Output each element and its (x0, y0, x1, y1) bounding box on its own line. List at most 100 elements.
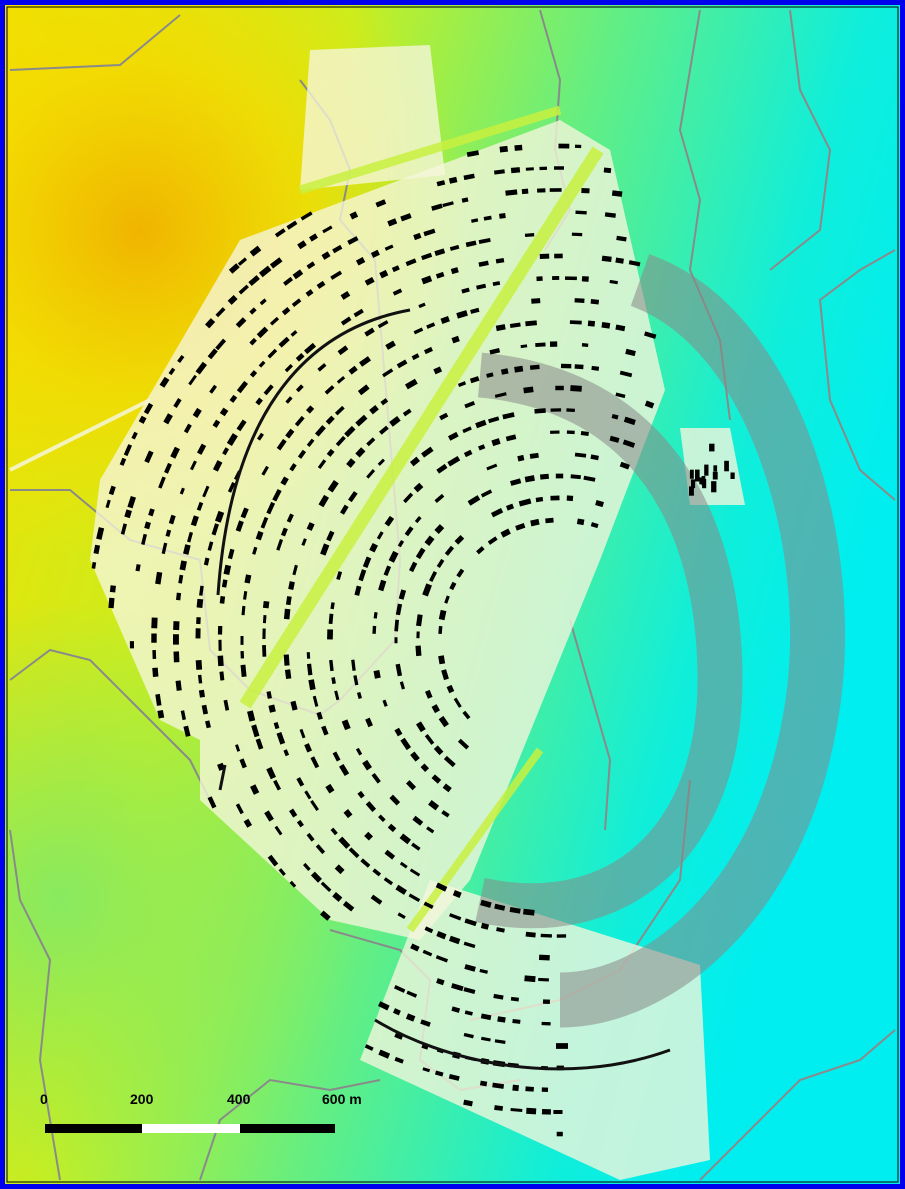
frame-inner (6, 6, 899, 1183)
building (290, 700, 298, 711)
building (405, 258, 417, 267)
building (366, 437, 376, 447)
building (255, 397, 263, 406)
building (495, 258, 505, 264)
building (431, 704, 440, 714)
building (529, 452, 539, 459)
building (451, 335, 460, 344)
building (267, 348, 278, 359)
building (221, 579, 228, 588)
building (297, 449, 307, 459)
building (415, 547, 426, 560)
building (196, 443, 207, 455)
building (353, 675, 359, 686)
building (526, 1107, 537, 1115)
building (179, 487, 185, 495)
building (351, 659, 356, 671)
building (263, 384, 274, 396)
building (183, 544, 191, 555)
building (540, 933, 552, 938)
building (462, 426, 472, 434)
building (520, 344, 528, 349)
building (595, 500, 604, 508)
area (360, 880, 710, 1180)
building (413, 232, 422, 241)
building (581, 343, 589, 348)
building (451, 983, 464, 992)
building (539, 473, 550, 480)
building (435, 882, 448, 892)
building (433, 366, 443, 375)
building (440, 316, 450, 324)
building (448, 1073, 460, 1081)
building (155, 693, 162, 706)
building (340, 504, 349, 515)
building (421, 446, 434, 458)
street (218, 764, 227, 791)
building (433, 745, 444, 756)
building (486, 372, 494, 378)
building (442, 201, 454, 208)
building (581, 276, 589, 282)
building (187, 531, 194, 543)
building (434, 1070, 444, 1077)
building (239, 758, 247, 769)
building (421, 252, 433, 261)
building (480, 922, 490, 930)
building (464, 401, 476, 409)
building (91, 561, 97, 569)
building (334, 864, 345, 875)
building (415, 645, 422, 657)
building (310, 871, 322, 883)
building (424, 535, 435, 546)
building (297, 240, 307, 250)
building (566, 430, 575, 435)
building (711, 481, 717, 493)
building (512, 1084, 519, 1092)
building (486, 463, 498, 471)
building (332, 892, 343, 902)
building (521, 188, 529, 195)
building (619, 461, 630, 470)
building (258, 360, 266, 368)
building (249, 370, 258, 378)
building (444, 595, 450, 604)
building (383, 565, 392, 577)
building (457, 738, 470, 750)
building (151, 617, 158, 629)
building (372, 625, 377, 634)
roads (9, 105, 604, 933)
building (342, 901, 355, 912)
building (235, 317, 247, 328)
building (336, 571, 343, 581)
building (411, 842, 421, 851)
building (730, 472, 735, 479)
building (397, 539, 405, 548)
building (273, 779, 282, 791)
building (476, 546, 485, 555)
building (196, 617, 201, 625)
building (505, 189, 518, 196)
building (480, 489, 493, 498)
track (475, 254, 846, 1028)
building (306, 261, 316, 270)
building (494, 903, 506, 911)
building (355, 747, 363, 756)
building (591, 365, 600, 371)
building (497, 1016, 506, 1023)
building (428, 800, 440, 811)
building (378, 425, 389, 435)
building (580, 431, 589, 436)
building (479, 1080, 488, 1087)
building (284, 364, 294, 373)
building (378, 1001, 390, 1011)
building (462, 710, 471, 720)
building (517, 454, 525, 462)
building (288, 581, 295, 590)
building (524, 975, 536, 983)
building (304, 342, 317, 355)
building (566, 495, 574, 502)
building (493, 169, 505, 175)
building (310, 756, 320, 769)
building (450, 267, 459, 275)
